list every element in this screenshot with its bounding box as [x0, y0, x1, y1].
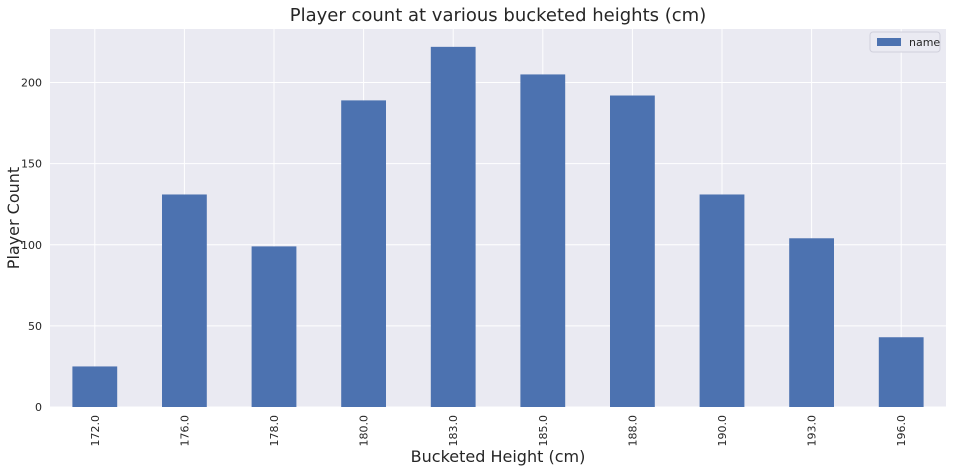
x-tick-label: 178.0 — [268, 415, 281, 447]
y-axis-label: Player Count — [4, 167, 23, 269]
x-tick-label: 183.0 — [447, 415, 460, 447]
x-tick-label: 180.0 — [358, 415, 371, 447]
bar — [430, 46, 476, 408]
x-tick-label: 188.0 — [626, 415, 639, 447]
x-tick-label: 176.0 — [178, 415, 191, 447]
bars — [72, 46, 924, 408]
y-tick-label: 200 — [21, 77, 42, 90]
bar — [162, 194, 207, 407]
x-tick-label: 190.0 — [716, 415, 729, 447]
bar — [610, 95, 655, 408]
bar — [251, 246, 297, 407]
chart-title: Player count at various bucketed heights… — [290, 5, 706, 26]
bar — [699, 194, 745, 407]
bar — [520, 74, 566, 407]
legend: name — [869, 31, 941, 53]
y-tick-label: 0 — [35, 401, 42, 414]
y-tick-label: 150 — [21, 158, 42, 171]
y-axis-ticks: 0 50 100 150 200 — [21, 77, 42, 414]
legend-box — [869, 31, 941, 53]
x-tick-label: 196.0 — [895, 415, 908, 447]
bar — [72, 366, 118, 407]
x-tick-label: 185.0 — [537, 415, 550, 447]
bar — [878, 337, 924, 407]
legend-swatch — [877, 38, 901, 46]
y-tick-label: 50 — [28, 320, 42, 333]
y-tick-label: 100 — [21, 239, 42, 252]
bar — [789, 238, 834, 407]
x-tick-label: 172.0 — [89, 415, 102, 447]
bar — [341, 100, 386, 408]
legend-label: name — [909, 36, 940, 49]
x-tick-label: 193.0 — [806, 415, 819, 447]
x-axis-ticks: 172.0 176.0 178.0 180.0 183.0 185.0 188.0 190.0… — [89, 415, 908, 447]
x-axis-label: Bucketed Height (cm) — [411, 447, 586, 466]
